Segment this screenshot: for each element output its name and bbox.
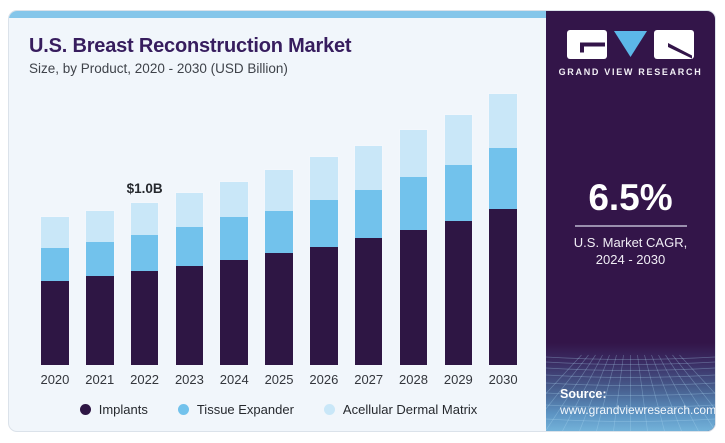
cagr-label-line1: U.S. Market CAGR, — [573, 235, 688, 250]
chart-legend: Implants Tissue Expander Acellular Dermal … — [9, 402, 548, 417]
source-url[interactable]: www.grandviewresearch.com — [560, 403, 716, 417]
legend-label: Tissue Expander — [196, 402, 294, 417]
bar-2023: 2023 — [175, 193, 204, 387]
accent-strip — [9, 11, 548, 18]
x-label-2020: 2020 — [40, 372, 70, 387]
gvr-logo-r-icon — [654, 30, 694, 59]
bar-segment-tissue-expander-2025 — [265, 210, 293, 254]
perspective-grid-decoration — [511, 343, 715, 431]
legend-label: Acellular Dermal Matrix — [342, 402, 478, 417]
legend-label: Implants — [98, 402, 148, 417]
bar-segment-acellular-dermal-matrix-2028 — [399, 129, 428, 177]
source-label: Source: — [560, 387, 607, 401]
bar-segment-implants-2026 — [310, 246, 338, 365]
bar-segment-acellular-dermal-matrix-2023 — [175, 193, 204, 228]
brand-sidebar: GRAND VIEW RESEARCH 6.5% U.S. Market CAG… — [511, 11, 716, 431]
x-label-2023: 2023 — [174, 372, 204, 387]
bar-segment-implants-2030 — [489, 209, 517, 365]
legend-dot-icon — [79, 404, 91, 415]
page-title: U.S. Breast Reconstruction Market — [29, 35, 352, 57]
bar-2026: 2026 — [309, 157, 338, 387]
bar-2027: 2027 — [354, 146, 383, 387]
bar-segment-implants-2024 — [220, 259, 248, 365]
gvr-logo-g-icon — [567, 30, 607, 59]
x-label-2030: 2030 — [488, 372, 518, 387]
bar-2025: 2025 — [265, 170, 294, 387]
cagr-stat: 6.5% U.S. Market CAGR, 2024 - 2030 — [546, 179, 715, 269]
bar-segment-tissue-expander-2026 — [310, 199, 338, 247]
bar-2022: 2022 — [130, 202, 159, 387]
bar-2020: 2020 — [40, 217, 69, 387]
bar-segment-tissue-expander-2024 — [220, 217, 248, 260]
x-label-2026: 2026 — [309, 372, 339, 387]
bar-segment-acellular-dermal-matrix-2027 — [354, 146, 383, 190]
source-block: Source: www.grandviewresearch.com — [560, 387, 716, 417]
legend-item-acellular-dermal-matrix: Acellular Dermal Matrix — [323, 402, 478, 417]
legend-item-implants: Implants — [79, 402, 148, 417]
bar-segment-acellular-dermal-matrix-2029 — [444, 115, 473, 166]
bar-segment-implants-2027 — [354, 238, 383, 365]
chart-panel: U.S. Breast Reconstruction Market Size, … — [9, 11, 548, 431]
gvr-logo — [546, 30, 715, 59]
legend-item-tissue-expander: Tissue Expander — [177, 402, 294, 417]
cagr-label-line2: 2024 - 2030 — [595, 251, 666, 267]
bar-segment-acellular-dermal-matrix-2030 — [489, 94, 517, 148]
bar-segment-implants-2028 — [399, 230, 428, 365]
bar-segment-tissue-expander-2022 — [130, 235, 159, 271]
bar-segment-acellular-dermal-matrix-2026 — [310, 157, 338, 200]
bar-2030: 2030 — [489, 94, 518, 387]
bar-segment-tissue-expander-2027 — [354, 189, 383, 239]
infographic-card: U.S. Breast Reconstruction Market Size, … — [8, 10, 716, 432]
x-label-2027: 2027 — [354, 372, 384, 387]
bar-2024: 2024 — [220, 181, 249, 387]
x-label-2024: 2024 — [219, 372, 249, 387]
bar-2021: 2021 — [85, 210, 114, 387]
bar-segment-acellular-dermal-matrix-2024 — [220, 181, 248, 218]
bar-segment-implants-2020 — [41, 280, 69, 365]
bar-segment-acellular-dermal-matrix-2021 — [86, 210, 114, 242]
page-subtitle: Size, by Product, 2020 - 2030 (USD Billi… — [29, 61, 288, 76]
x-label-2025: 2025 — [264, 372, 294, 387]
bar-segment-tissue-expander-2029 — [444, 165, 473, 221]
x-label-2029: 2029 — [443, 372, 473, 387]
legend-dot-icon — [177, 404, 189, 415]
bar-segment-implants-2023 — [175, 266, 204, 365]
bar-segment-acellular-dermal-matrix-2025 — [265, 170, 293, 211]
stat-divider — [574, 225, 687, 227]
plot-area: 2020 2021 2022 2023 2024 2025 2026 2027 2028 2029… — [9, 73, 548, 387]
bar-segment-implants-2025 — [265, 253, 293, 365]
x-label-2021: 2021 — [85, 372, 115, 387]
brand-name: GRAND VIEW RESEARCH — [558, 67, 703, 77]
x-label-2022: 2022 — [130, 372, 160, 387]
x-label-2028: 2028 — [399, 372, 428, 387]
bar-2029: 2029 — [444, 115, 473, 387]
legend-dot-icon — [323, 404, 335, 415]
bar-segment-acellular-dermal-matrix-2022 — [130, 202, 159, 236]
value-annotation: $1.0B — [126, 180, 163, 196]
bar-segment-tissue-expander-2020 — [41, 248, 69, 281]
bar-segment-implants-2029 — [444, 220, 473, 365]
cagr-value: 6.5% — [588, 177, 673, 218]
bar-segment-implants-2021 — [86, 275, 114, 365]
bar-segment-implants-2022 — [130, 270, 159, 365]
bar-segment-acellular-dermal-matrix-2020 — [41, 217, 69, 249]
bar-segment-tissue-expander-2030 — [489, 147, 517, 210]
bar-segment-tissue-expander-2023 — [175, 227, 204, 267]
bar-2028: 2028 — [399, 129, 428, 387]
bar-segment-tissue-expander-2021 — [86, 241, 114, 276]
bar-segment-tissue-expander-2028 — [399, 176, 428, 231]
gvr-logo-v-icon — [614, 31, 647, 57]
